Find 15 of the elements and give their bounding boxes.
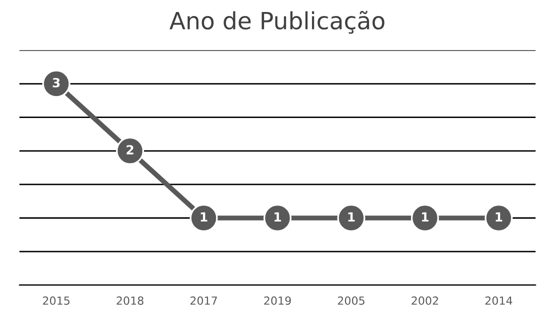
x-tick-label: 2017 — [190, 296, 217, 305]
chart-title: Ano de Publicação — [170, 10, 384, 34]
x-tick-label: 2018 — [116, 296, 144, 305]
data-label: 1 — [274, 212, 281, 222]
data-label: 3 — [52, 78, 60, 88]
x-tick-label: 2014 — [485, 296, 512, 305]
x-tick-label: 2005 — [338, 296, 364, 305]
x-tick-label: 2002 — [412, 296, 438, 305]
x-tick-label: 2019 — [264, 296, 291, 305]
data-label: 1 — [348, 212, 355, 222]
x-tick-label: 2015 — [42, 296, 70, 305]
data-label: 1 — [200, 212, 208, 222]
data-label: 1 — [496, 212, 502, 222]
data-label: 2 — [126, 145, 134, 154]
data-label: 1 — [422, 212, 428, 222]
